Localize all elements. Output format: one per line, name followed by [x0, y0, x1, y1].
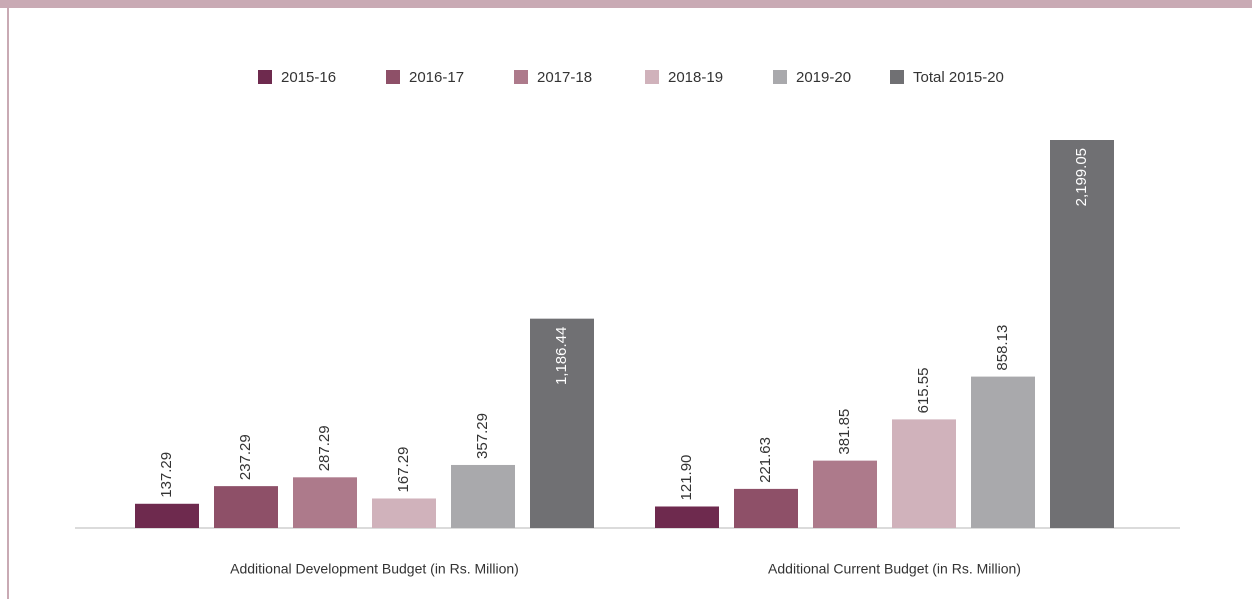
data-label: 1,186.44 — [553, 327, 570, 385]
data-label: 287.29 — [316, 425, 333, 471]
legend-label: 2018-19 — [668, 69, 723, 86]
data-label: 167.29 — [395, 447, 412, 493]
data-label: 2,199.05 — [1073, 148, 1090, 206]
legend-swatch — [645, 70, 659, 84]
legend-label: 2019-20 — [796, 69, 851, 86]
data-label: 357.29 — [474, 413, 491, 459]
top-band — [0, 0, 1252, 8]
bar — [655, 506, 719, 528]
legend-swatch — [773, 70, 787, 84]
legend-swatch — [386, 70, 400, 84]
bar — [451, 464, 515, 528]
bar — [892, 419, 956, 528]
legend-label: 2015-16 — [281, 69, 336, 86]
data-label: 137.29 — [158, 452, 175, 498]
bar — [971, 376, 1035, 528]
bar — [530, 318, 594, 528]
legend-label: 2017-18 — [537, 69, 592, 86]
legend-label: 2016-17 — [409, 69, 464, 86]
x-tick-label: Additional Current Budget (in Rs. Millio… — [768, 561, 1021, 577]
bar — [135, 503, 199, 528]
data-label: 221.63 — [757, 437, 774, 483]
bar — [293, 477, 357, 528]
data-label: 237.29 — [237, 434, 254, 480]
legend-swatch — [258, 70, 272, 84]
bar — [734, 488, 798, 528]
x-tick-label: Additional Development Budget (in Rs. Mi… — [230, 561, 519, 577]
data-label: 615.55 — [915, 368, 932, 414]
legend-swatch — [890, 70, 904, 84]
bar — [813, 460, 877, 528]
bar — [214, 486, 278, 528]
data-label: 858.13 — [994, 325, 1011, 371]
legend-label: Total 2015-20 — [913, 69, 1004, 86]
bar — [372, 498, 436, 528]
bar — [1050, 140, 1114, 528]
legend-swatch — [514, 70, 528, 84]
data-label: 381.85 — [836, 409, 853, 455]
data-label: 121.90 — [678, 455, 695, 501]
left-border — [7, 8, 9, 599]
